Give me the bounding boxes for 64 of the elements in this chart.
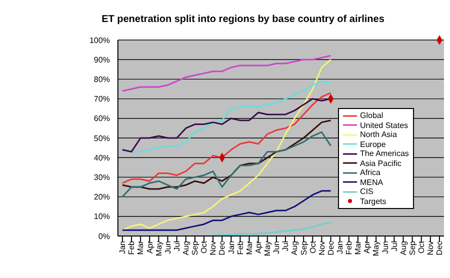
y-tick-label: 80% [94, 75, 110, 84]
x-tick-label: Apr [362, 240, 372, 254]
x-tick-label: Jun [272, 241, 282, 254]
x-tick-label: Feb [127, 240, 136, 255]
x-tick-label: Nov [208, 241, 218, 256]
y-tick-label: 20% [94, 192, 110, 202]
y-tick-label: 30% [94, 173, 110, 182]
x-tick-label: Oct [200, 240, 209, 254]
x-tick-label: Jan [336, 241, 345, 254]
x-tick-label: Jul [281, 240, 290, 252]
x-tick-label: Sep [408, 240, 417, 256]
legend-label: Asia Pacific [360, 158, 402, 168]
x-tick-label: Nov [426, 241, 436, 256]
x-tick-label: Mar [136, 240, 146, 255]
x-tick-label: Sep [299, 240, 308, 256]
y-tick-label: 40% [94, 153, 110, 162]
legend-label: United States [360, 120, 408, 130]
x-tick-label: Dec [218, 241, 227, 256]
x-tick-label: Sep [190, 240, 200, 256]
line-series [122, 92, 332, 184]
legend-label: Global [360, 111, 384, 120]
x-tick-label: Mar [244, 240, 254, 255]
line-series [122, 131, 332, 198]
legend-label: MENA [360, 178, 384, 187]
legend-label: North Asia [360, 130, 397, 140]
x-tick-label: Aug [398, 241, 408, 256]
x-tick-label: Aug [182, 241, 191, 256]
x-tick-label: Jun [380, 241, 390, 254]
x-tick-label: Jun [163, 241, 172, 254]
y-tick-label: 90% [94, 55, 110, 64]
y-tick-label: 100% [89, 36, 110, 45]
x-tick-label: Jul [390, 240, 399, 252]
x-tick-label: May [154, 241, 164, 256]
chart-title: ET penetration split into regions by base country of airlines [100, 13, 386, 27]
x-tick-label: Apr [145, 240, 154, 254]
legend-label: Africa [360, 168, 380, 178]
x-tick-label: Feb [344, 240, 354, 255]
x-tick-label: Jul [172, 240, 182, 252]
x-tick-label: Dec [326, 241, 336, 256]
y-tick-label: 60% [94, 114, 110, 124]
legend-label: The Americas [360, 149, 409, 158]
y-tick-label: 50% [94, 134, 110, 143]
x-tick-label: Nov [317, 241, 326, 256]
x-tick-label: Aug [290, 241, 300, 256]
x-tick-label: May [263, 241, 272, 256]
line-series [122, 54, 332, 92]
x-tick-label: Oct [308, 240, 318, 254]
x-tick-label: Mar [354, 240, 363, 255]
legend-label: CIS [360, 187, 374, 196]
legend-label: Europe [360, 140, 386, 149]
x-tick-label: Jan [226, 241, 236, 254]
x-tick-label: Apr [254, 240, 263, 254]
legend-label: Targets [360, 196, 386, 206]
y-tick-label: 0% [98, 232, 110, 241]
x-tick-label: Jan [118, 241, 128, 254]
line-series [122, 58, 332, 231]
line-series [212, 222, 332, 236]
y-tick-label: 10% [94, 212, 110, 222]
x-tick-label: Oct [417, 240, 426, 254]
x-tick-label: Dec [435, 241, 444, 256]
y-tick-label: 70% [94, 94, 110, 104]
x-tick-label: May [372, 241, 381, 256]
line-series [122, 190, 332, 231]
x-tick-label: Feb [236, 240, 245, 255]
